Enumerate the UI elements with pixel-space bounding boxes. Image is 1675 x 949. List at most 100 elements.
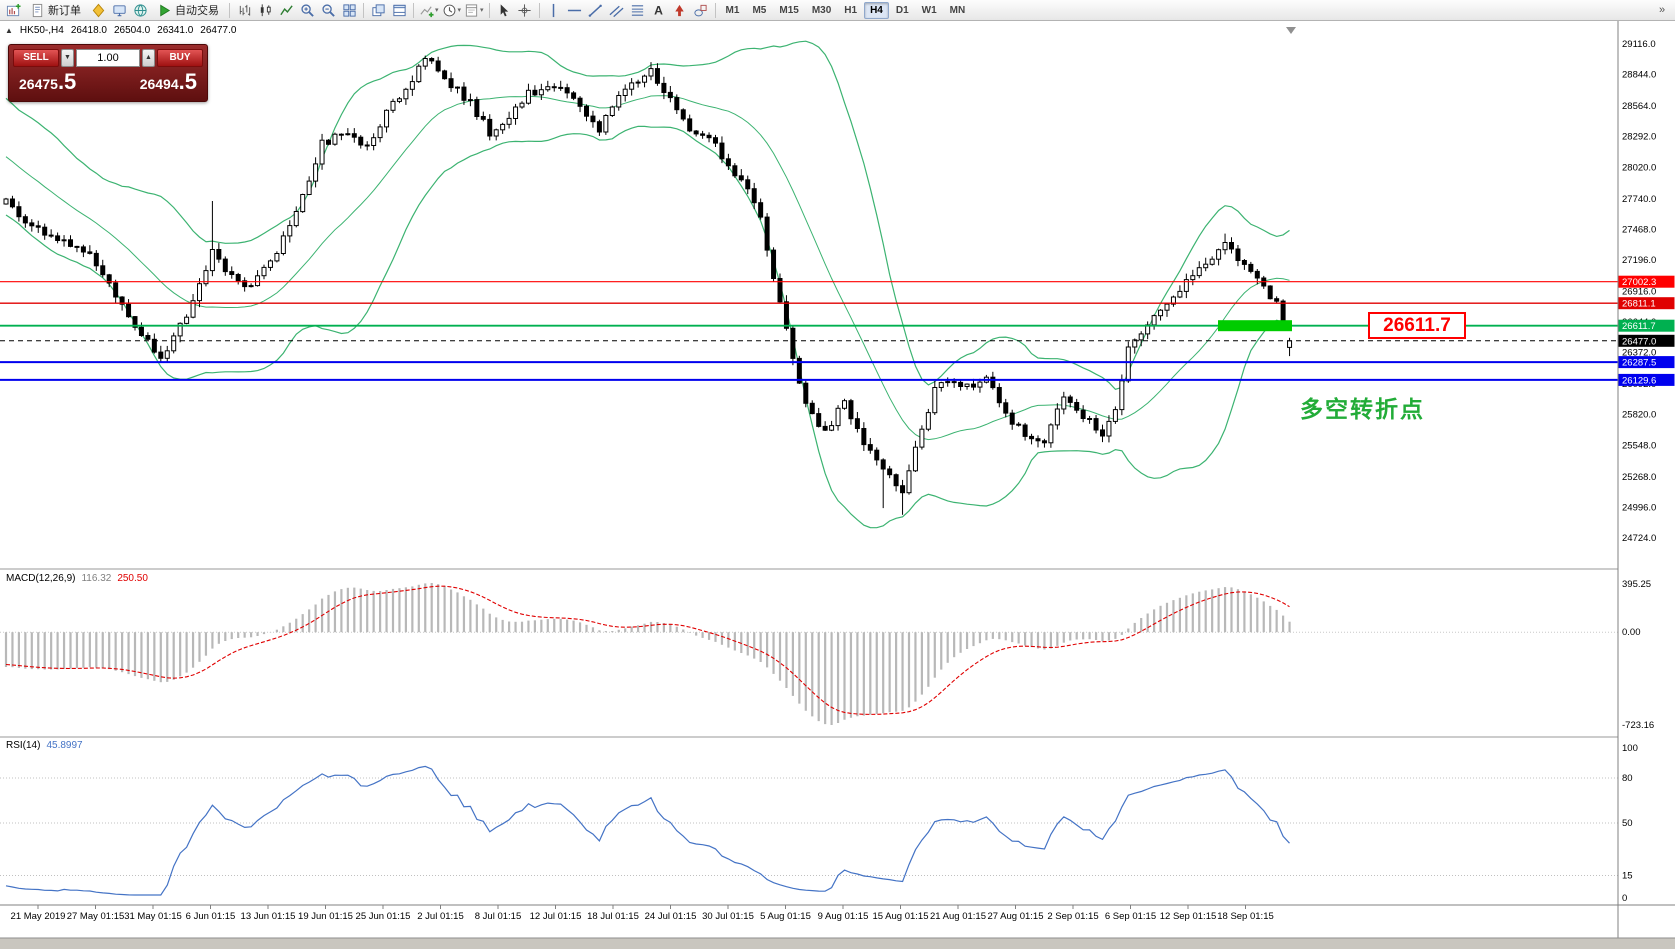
svg-text:25820.0: 25820.0 <box>1622 410 1656 421</box>
sell-price-frac: .5 <box>57 69 77 94</box>
add-indicator-icon[interactable]: ▾ <box>418 1 440 19</box>
zoom-out-icon[interactable] <box>318 1 338 19</box>
timeframe-h4[interactable]: H4 <box>864 1 889 19</box>
horizontal-line-icon[interactable] <box>565 1 585 19</box>
svg-text:25268.0: 25268.0 <box>1622 472 1656 483</box>
periods-icon[interactable]: ▾ <box>441 1 463 19</box>
crosshair-icon[interactable] <box>515 1 535 19</box>
macd-indicator-label: MACD(12,26,9) 116.32 250.50 <box>6 573 148 584</box>
svg-text:12 Sep 01:15: 12 Sep 01:15 <box>1160 911 1217 922</box>
price-scale-marker-support-upper <box>1618 356 1675 369</box>
price-scale-marker-pivot-green <box>1618 319 1675 332</box>
svg-text:19 Jun 01:15: 19 Jun 01:15 <box>298 911 353 922</box>
timeframe-w1[interactable]: W1 <box>921 4 937 16</box>
templates-icon[interactable]: ▾ <box>463 1 485 19</box>
sell-price[interactable]: 26475.5 <box>19 69 76 97</box>
sell-button[interactable]: SELL <box>13 48 59 67</box>
toolbar-overflow-icon[interactable]: » <box>1658 4 1666 16</box>
volume-decrease-button[interactable]: ▼ <box>61 48 74 67</box>
svg-text:9 Aug 01:15: 9 Aug 01:15 <box>818 911 869 922</box>
new-chart-icon[interactable] <box>3 1 23 19</box>
timeframe-m1[interactable]: M1 <box>725 4 740 16</box>
svg-text:395.25: 395.25 <box>1622 579 1651 590</box>
ohlc-close: 26477.0 <box>200 25 237 36</box>
one-click-toggle-icon[interactable]: ▲ <box>5 26 13 35</box>
text-label-icon[interactable]: A <box>649 1 669 19</box>
svg-text:28844.0: 28844.0 <box>1622 70 1656 81</box>
ohlc-high: 26504.0 <box>113 25 151 36</box>
svg-text:0.00: 0.00 <box>1622 627 1641 638</box>
ohlc-low: 26341.0 <box>157 25 194 36</box>
trendline-icon[interactable] <box>586 1 606 19</box>
svg-text:21 May 2019: 21 May 2019 <box>11 911 66 922</box>
svg-text:27740.0: 27740.0 <box>1622 194 1656 205</box>
rsi-value: 45.8997 <box>46 740 83 751</box>
svg-text:26372.0: 26372.0 <box>1622 348 1656 359</box>
community-icon[interactable] <box>130 1 150 19</box>
chart-canvas[interactable]: 29116.0 28844.0 28564.0 28292.0 28020.0 27740… <box>0 21 1675 949</box>
chart-shift-marker[interactable] <box>1286 27 1296 34</box>
panel-separators[interactable] <box>0 568 1675 738</box>
svg-text:12 Jul 01:15: 12 Jul 01:15 <box>530 911 582 922</box>
terminal-panel-icon[interactable] <box>389 1 409 19</box>
macd-panel <box>0 583 1618 725</box>
volume-input[interactable] <box>76 48 140 67</box>
bar-chart-icon[interactable] <box>234 1 254 19</box>
channel-icon[interactable] <box>607 1 627 19</box>
buy-price-frac: .5 <box>178 69 197 94</box>
svg-text:18 Sep 01:15: 18 Sep 01:15 <box>1217 911 1274 922</box>
cursor-icon[interactable] <box>494 1 514 19</box>
svg-text:6 Jun 01:15: 6 Jun 01:15 <box>186 911 236 922</box>
new-order-button[interactable]: 新订单 <box>24 1 87 19</box>
price-callout-label[interactable]: 26611.7 <box>1368 312 1466 339</box>
vertical-line-icon[interactable] <box>544 1 564 19</box>
svg-text:-723.16: -723.16 <box>1622 720 1654 731</box>
svg-text:8 Jul 01:15: 8 Jul 01:15 <box>475 911 521 922</box>
arrow-mark-icon[interactable] <box>670 1 690 19</box>
price-scale[interactable]: 29116.0 28844.0 28564.0 28292.0 28020.0 27740… <box>1617 21 1675 938</box>
cascade-windows-icon[interactable] <box>368 1 388 19</box>
time-axis[interactable]: 21 May 2019 27 May 01:15 31 May 01:15 6 Jun… <box>0 904 1675 922</box>
svg-text:15: 15 <box>1622 871 1633 882</box>
svg-text:18 Jul 01:15: 18 Jul 01:15 <box>587 911 639 922</box>
level-highlight-segment[interactable] <box>1218 320 1292 332</box>
profiles-icon[interactable] <box>109 1 129 19</box>
timeframe-m30[interactable]: M30 <box>811 4 832 16</box>
svg-text:80: 80 <box>1622 773 1633 784</box>
shapes-icon[interactable] <box>691 1 711 19</box>
svg-text:26916.0: 26916.0 <box>1622 286 1656 297</box>
svg-text:26477.0: 26477.0 <box>1622 336 1656 347</box>
svg-text:2 Jul 01:15: 2 Jul 01:15 <box>417 911 463 922</box>
zoom-in-icon[interactable] <box>297 1 317 19</box>
line-chart-icon[interactable] <box>276 1 296 19</box>
volume-increase-button[interactable]: ▲ <box>142 48 155 67</box>
chart-symbol-info: ▲ HK50-,H4 26418.0 26504.0 26341.0 26477… <box>5 25 236 36</box>
timeframe-d1[interactable]: D1 <box>895 4 909 16</box>
timeframe-m15[interactable]: M15 <box>779 4 799 16</box>
timeframe-mn[interactable]: MN <box>949 4 966 16</box>
svg-text:26287.5: 26287.5 <box>1622 358 1656 369</box>
svg-text:15 Aug 01:15: 15 Aug 01:15 <box>873 911 929 922</box>
buy-button[interactable]: BUY <box>157 48 203 67</box>
timeframe-m5[interactable]: M5 <box>752 4 767 16</box>
svg-text:28020.0: 28020.0 <box>1622 162 1656 173</box>
candlestick-chart-icon[interactable] <box>255 1 275 19</box>
horizontal-levels[interactable] <box>0 281 1618 381</box>
svg-text:24996.0: 24996.0 <box>1622 502 1656 513</box>
svg-text:100: 100 <box>1622 743 1638 754</box>
chart-window[interactable]: 29116.0 28844.0 28564.0 28292.0 28020.0 27740… <box>0 21 1675 949</box>
svg-text:27 May 01:15: 27 May 01:15 <box>67 911 125 922</box>
fibonacci-icon[interactable] <box>628 1 648 19</box>
svg-text:24 Jul 01:15: 24 Jul 01:15 <box>645 911 697 922</box>
buy-price[interactable]: 26494.5 <box>140 69 197 97</box>
timeframe-h1[interactable]: H1 <box>844 4 858 16</box>
candlesticks <box>3 55 1293 515</box>
autotrading-button[interactable]: 自动交易 <box>151 1 225 19</box>
svg-text:27468.0: 27468.0 <box>1622 224 1656 235</box>
svg-text:50: 50 <box>1622 818 1633 829</box>
tile-windows-icon[interactable] <box>339 1 359 19</box>
svg-text:28292.0: 28292.0 <box>1622 132 1656 143</box>
toolbar-separator <box>488 2 490 18</box>
price-scale-marker-resistance-upper <box>1618 275 1675 288</box>
metaeditor-icon[interactable] <box>88 1 108 19</box>
